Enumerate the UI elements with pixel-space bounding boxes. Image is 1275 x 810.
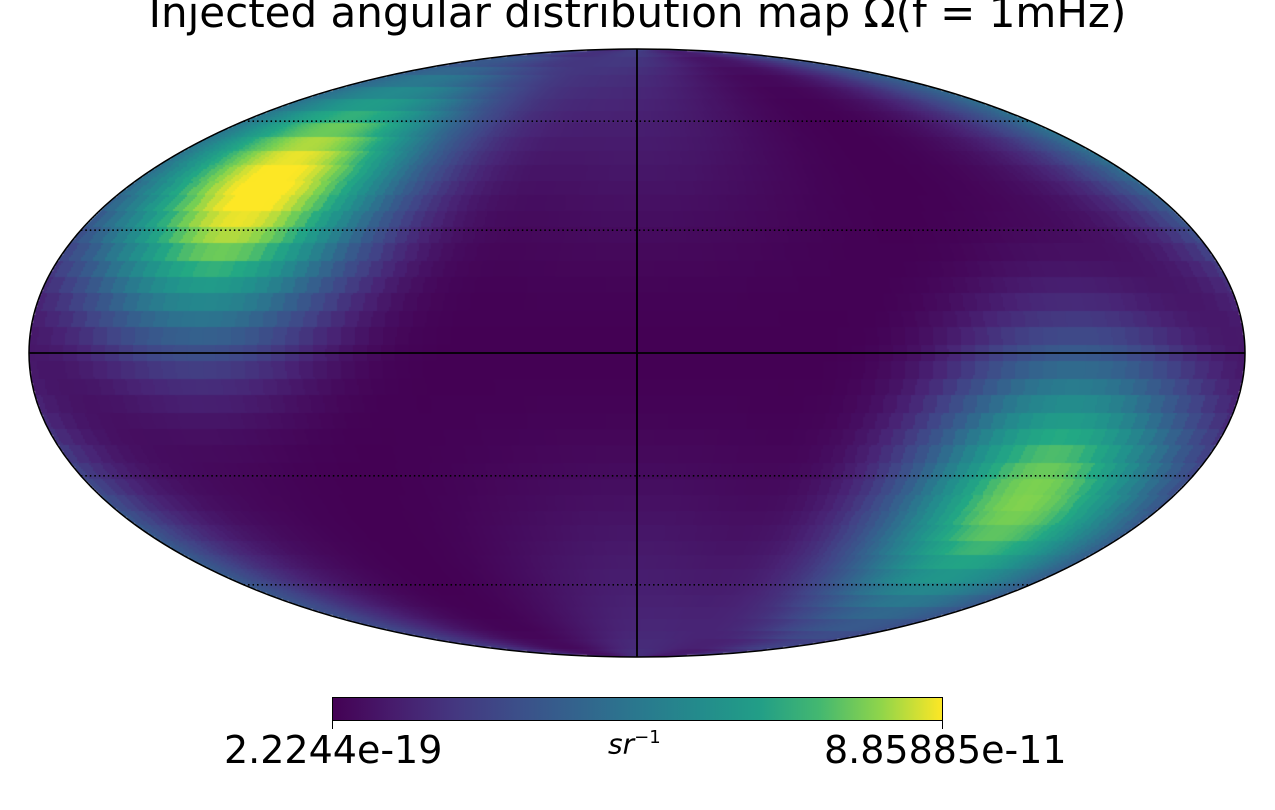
graticule: [81, 121, 1194, 586]
chart-title: Injected angular distribution map Ω(f = …: [0, 0, 1275, 37]
colorbar-max-label: 8.85885e-11: [824, 728, 1067, 772]
unit-base: sr: [608, 727, 635, 761]
sky-map: [0, 0, 1246, 658]
colorbar-max-tick: [942, 721, 943, 729]
title-text: Injected angular distribution map Ω(f = …: [148, 0, 1127, 37]
colorbar-unit: sr−1: [608, 727, 661, 760]
colorbar-min-tick: [332, 721, 333, 729]
colorbar: [332, 697, 943, 721]
unit-exponent: −1: [634, 727, 661, 748]
colorbar-min-label: 2.2244e-19: [224, 728, 443, 772]
